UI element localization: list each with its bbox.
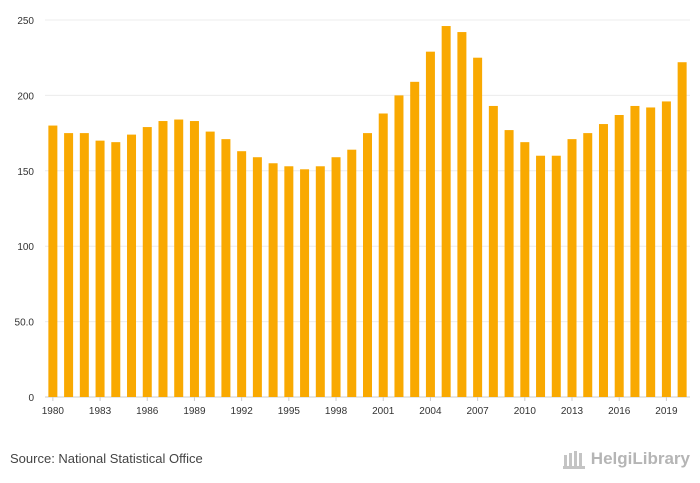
helgilibrary-logo[interactable]: HelgiLibrary <box>562 446 690 472</box>
footer: Source: National Statistical Office Helg… <box>0 440 700 483</box>
x-tick-label: 1980 <box>42 406 65 417</box>
x-tick-label: 1995 <box>278 406 301 417</box>
bar-2009[interactable] <box>504 130 514 398</box>
y-tick-label: 100 <box>17 242 34 253</box>
x-tick-label: 1986 <box>136 406 159 417</box>
library-icon <box>562 451 585 469</box>
bar-1989[interactable] <box>189 121 199 397</box>
x-tick-label: 1998 <box>325 406 348 417</box>
bar-1995[interactable] <box>284 166 294 397</box>
x-tick-label: 2004 <box>419 406 442 417</box>
x-tick-label: 1983 <box>89 406 112 417</box>
bar-1994[interactable] <box>268 163 278 397</box>
x-tick-label: 2016 <box>608 406 631 417</box>
bar-1993[interactable] <box>252 157 262 397</box>
x-tick-label: 2019 <box>655 406 678 417</box>
bar-2020[interactable] <box>677 62 687 397</box>
x-tick-label: 2007 <box>466 406 489 417</box>
bar-2004[interactable] <box>425 51 435 397</box>
bar-2018[interactable] <box>646 107 656 398</box>
bar-2010[interactable] <box>520 142 530 397</box>
y-tick-label: 150 <box>17 167 34 178</box>
bar-2016[interactable] <box>614 115 624 397</box>
x-tick-label: 2010 <box>514 406 537 417</box>
bar-1980[interactable] <box>48 125 58 397</box>
bar-1999[interactable] <box>347 149 357 397</box>
bar-1986[interactable] <box>142 127 152 398</box>
x-tick-label: 1992 <box>231 406 254 417</box>
bar-2011[interactable] <box>536 155 546 397</box>
bars <box>48 26 687 398</box>
bar-1992[interactable] <box>237 151 247 397</box>
x-axis: 1980 1983 1986 1989 1992 1995 1998 2001 2004 2007… <box>42 397 678 417</box>
bar-2019[interactable] <box>661 101 671 397</box>
x-tick-label: 2001 <box>372 406 395 417</box>
logo-text: HelgiLibrary <box>590 449 690 468</box>
source-note: Source: National Statistical Office <box>10 451 203 466</box>
bar-1985[interactable] <box>127 134 137 397</box>
bar-2006[interactable] <box>457 32 467 398</box>
bar-1981[interactable] <box>64 133 74 397</box>
bar-2012[interactable] <box>551 155 561 397</box>
bar-1991[interactable] <box>221 139 231 397</box>
y-tick-label: 50.0 <box>15 318 35 329</box>
bar-2000[interactable] <box>363 133 372 397</box>
bar-2001[interactable] <box>378 113 388 397</box>
y-tick-label: 250 <box>17 16 34 27</box>
bar-2013[interactable] <box>567 139 577 397</box>
bar-1988[interactable] <box>174 119 184 397</box>
bar-1996[interactable] <box>300 169 310 397</box>
bar-2005[interactable] <box>441 26 451 397</box>
x-tick-label: 2013 <box>561 406 584 417</box>
bar-1998[interactable] <box>331 157 341 397</box>
bar-1997[interactable] <box>315 166 325 397</box>
bar-1982[interactable] <box>79 133 89 397</box>
bar-2003[interactable] <box>410 81 420 397</box>
bar-2015[interactable] <box>598 124 608 397</box>
bar-1983[interactable] <box>95 140 105 397</box>
y-tick-label: 0 <box>28 393 34 404</box>
bar-1984[interactable] <box>111 142 121 397</box>
y-axis: 0 50.0 100 150 200 250 <box>15 16 35 404</box>
y-tick-label: 200 <box>17 91 34 102</box>
bar-1987[interactable] <box>158 121 168 397</box>
bar-2007[interactable] <box>473 57 483 397</box>
bar-2017[interactable] <box>630 105 640 398</box>
bar-2002[interactable] <box>394 95 404 398</box>
bar-1990[interactable] <box>205 131 215 398</box>
bar-2014[interactable] <box>583 133 593 397</box>
bar-2008[interactable] <box>488 105 498 398</box>
x-tick-label: 1989 <box>183 406 206 417</box>
